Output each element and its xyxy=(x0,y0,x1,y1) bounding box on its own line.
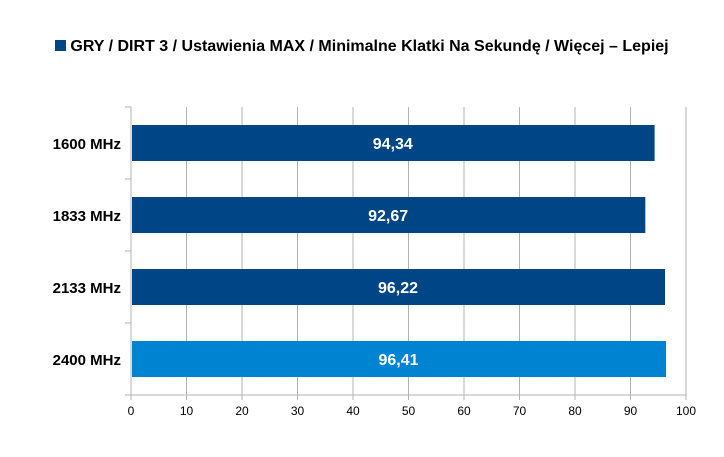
category-label: 2400 MHz xyxy=(53,352,121,369)
x-tick-label: 0 xyxy=(128,404,135,418)
bar xyxy=(132,197,646,233)
bar xyxy=(132,125,655,161)
x-tick-label: 50 xyxy=(402,404,416,418)
data-label: 94,34 xyxy=(373,136,413,153)
bar xyxy=(132,341,667,377)
category-label: 1833 MHz xyxy=(53,208,121,225)
x-tick-label: 70 xyxy=(513,404,527,418)
data-label: 96,22 xyxy=(378,280,418,297)
x-tick-label: 40 xyxy=(346,404,360,418)
data-label: 96,41 xyxy=(379,352,419,369)
x-tick-label: 30 xyxy=(291,404,305,418)
category-label: 1600 MHz xyxy=(53,136,121,153)
x-tick-label: 20 xyxy=(235,404,249,418)
chart-legend: GRY / DIRT 3 / Ustawienia MAX / Minimaln… xyxy=(0,38,724,56)
x-tick-label: 60 xyxy=(457,404,471,418)
category-label: 2133 MHz xyxy=(53,280,121,297)
data-label: 92,67 xyxy=(368,208,408,225)
x-tick-label: 100 xyxy=(676,404,696,418)
legend-swatch xyxy=(55,40,67,51)
x-tick-label: 90 xyxy=(624,404,638,418)
x-tick-label: 10 xyxy=(180,404,194,418)
bar xyxy=(132,269,666,305)
legend-label: GRY / DIRT 3 / Ustawienia MAX / Minimaln… xyxy=(70,38,669,55)
x-tick-label: 80 xyxy=(568,404,582,418)
